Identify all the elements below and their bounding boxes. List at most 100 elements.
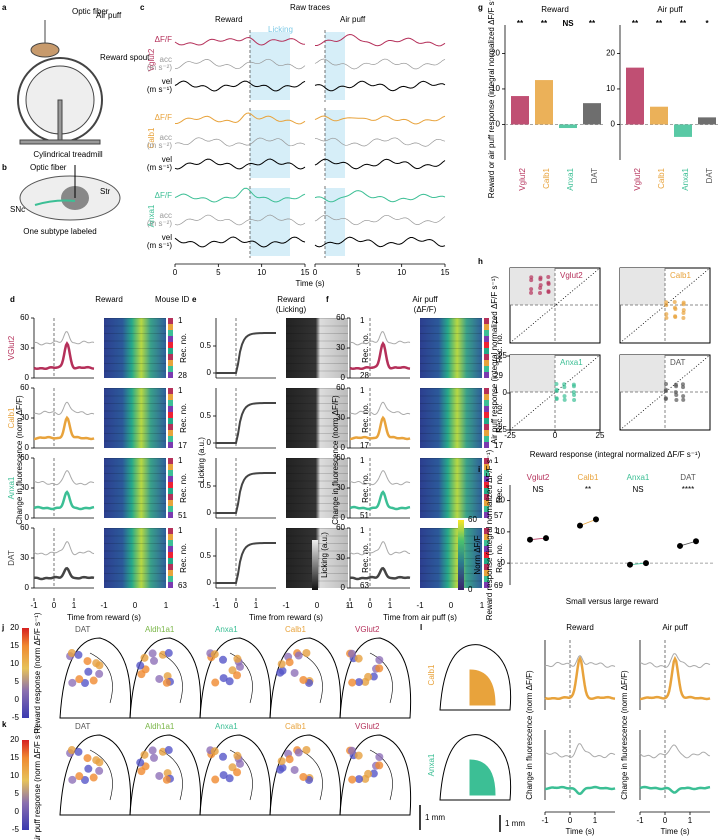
site-decor (225, 677, 234, 686)
label: Reward (541, 5, 569, 14)
point-decor (538, 283, 543, 288)
mouse-id-strip (168, 360, 173, 366)
x-tick-label: 1 (164, 601, 169, 610)
heatmap-row (420, 410, 482, 412)
label: Air puff (412, 295, 438, 304)
bar (626, 67, 644, 125)
heatmap-row (420, 495, 482, 497)
site-decor (155, 771, 164, 780)
brain-outline (269, 637, 342, 719)
label: SNc (10, 205, 25, 214)
heatmap-row (104, 363, 166, 364)
row-count: 17 (178, 441, 187, 450)
mouse-id-strip (484, 552, 489, 558)
site-decor (233, 768, 242, 777)
x-tick-label: 0 (368, 601, 373, 610)
panel-letter: c (140, 3, 145, 12)
trace (33, 341, 95, 371)
label: (m s⁻²) (147, 141, 172, 150)
site-decor (302, 649, 311, 658)
x-tick-label: 1 (388, 601, 393, 610)
label: Change in fluorescence (norm ΔF/F) (331, 395, 340, 525)
bar (674, 124, 692, 137)
site-decor (235, 759, 244, 768)
brain-outline (59, 637, 132, 719)
heatmap-row (104, 465, 166, 467)
label: ** (517, 19, 524, 28)
heatmap-row (104, 543, 166, 544)
mouse-id-strip (168, 534, 173, 540)
point-decor (571, 382, 576, 387)
heatmap-row (104, 418, 166, 419)
site-decor (74, 747, 83, 756)
heatmap-row (420, 363, 482, 364)
mouse-id-strip (484, 412, 489, 418)
mouse-id-strip (168, 582, 173, 588)
mean-point (527, 536, 533, 543)
mouse-id-strip (484, 482, 489, 488)
heatmap-row (104, 503, 166, 504)
colorbar (22, 628, 29, 718)
cbar-tick: -5 (12, 825, 20, 834)
heatmap-row (420, 370, 482, 372)
trace (350, 415, 411, 441)
site-decor (89, 773, 98, 782)
label: Reward (215, 15, 243, 24)
heatmap-row (420, 440, 482, 442)
bar (535, 80, 553, 125)
mouse-id-strip (168, 488, 173, 494)
label: Cylindrical treadmill (33, 150, 103, 159)
label: Change in fluorescence (norm ΔF/F) (525, 670, 534, 800)
site-decor (67, 746, 76, 755)
site-decor (375, 656, 384, 665)
label: Rec. no. (179, 473, 188, 503)
trace (33, 490, 95, 511)
point-decor (663, 387, 668, 392)
heatmap-row (420, 333, 482, 334)
mouse-id-strip (168, 442, 173, 448)
heatmap-row (104, 473, 166, 474)
label: ** (589, 19, 596, 28)
trace (314, 214, 446, 226)
label: Reward response (integral normalized ΔF/… (485, 449, 494, 620)
point-decor (681, 308, 686, 313)
mouse-id-strip (484, 372, 489, 378)
label: Rec. no. (179, 543, 188, 573)
site-decor (95, 661, 104, 670)
colorbar (22, 740, 29, 830)
cbar-tick: 10 (10, 659, 19, 668)
mouse-id-strip (484, 418, 489, 424)
label: Calb1 (427, 664, 436, 685)
mouse-id-strip (168, 458, 173, 464)
mouse-id-strip (168, 366, 173, 372)
y-tick-label: 60 (336, 383, 345, 392)
heatmap-row (104, 403, 166, 404)
label: Calb1 (285, 722, 306, 731)
mean-point (693, 538, 699, 545)
label: Rec. no. (361, 473, 370, 503)
site-decor (136, 758, 145, 767)
trace (314, 115, 446, 125)
y-tick-label: 30 (20, 343, 29, 352)
site-decor (84, 764, 93, 773)
heatmap-row (420, 480, 482, 482)
y-tick-label: 60 (20, 313, 29, 322)
mouse-id-strip (168, 354, 173, 360)
row-start: 1 (360, 386, 365, 395)
x-tick-label: -1 (212, 601, 220, 610)
label: Anxa1 (7, 476, 16, 499)
mouse-id-strip (484, 464, 489, 470)
point-decor (664, 312, 669, 317)
trace (314, 58, 446, 70)
y-tick-label: 60 (336, 523, 345, 532)
mouse-id-strip (484, 430, 489, 436)
site-decor (83, 657, 92, 666)
site-decor (164, 649, 173, 658)
mouse-id-strip (168, 558, 173, 564)
point-decor (546, 289, 551, 294)
x-tick-label: 10 (397, 268, 406, 277)
heatmap-row (420, 503, 482, 504)
heatmap-row (286, 458, 348, 459)
label: Anxa1 (215, 625, 238, 634)
